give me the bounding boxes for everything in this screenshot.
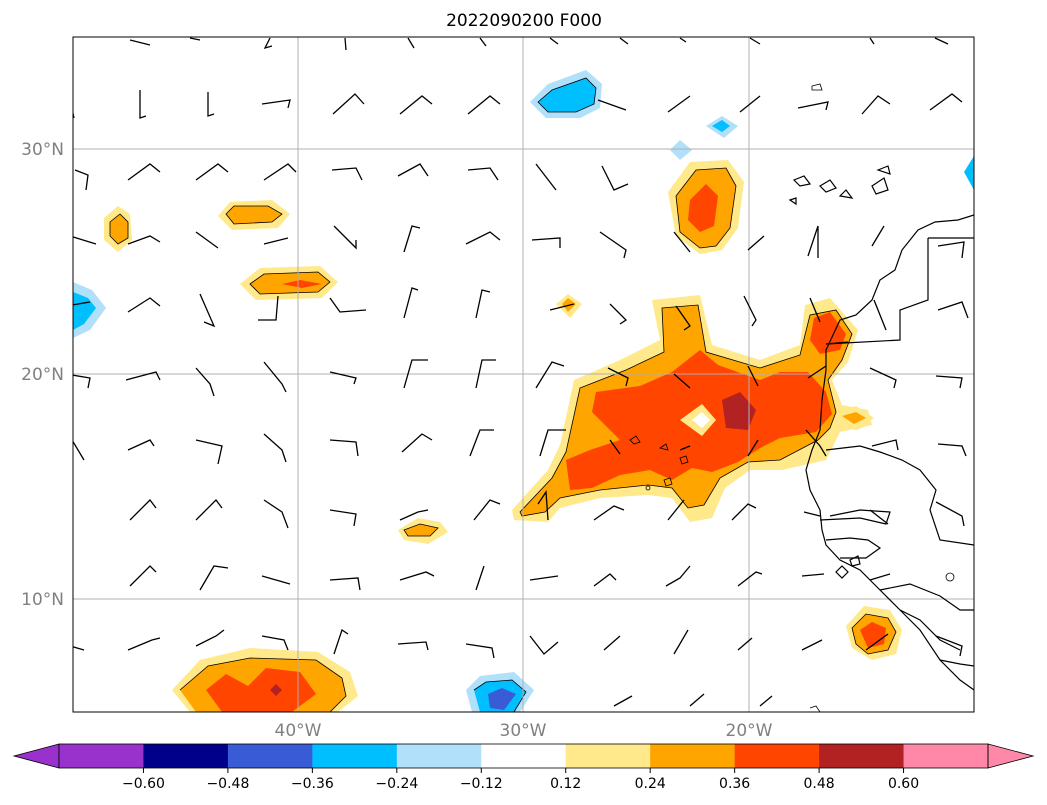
contour-lines xyxy=(109,77,955,712)
lat-label-20n: 20°N xyxy=(21,365,64,385)
colorbar-segment xyxy=(903,744,989,768)
wind-barbs xyxy=(73,37,969,707)
contour-neg-30n-23w xyxy=(670,140,692,160)
colorbar: −0.60 −0.48 −0.36 −0.24 −0.12 0.12 0.24 0.36 0.4… xyxy=(12,743,1035,792)
map-area xyxy=(73,37,974,712)
colorbar-segment xyxy=(819,744,905,768)
contour-neg-29n-10w xyxy=(964,156,974,190)
colorbar-tick-label: 0.24 xyxy=(635,776,666,792)
colorbar-segment xyxy=(396,744,482,768)
latitude-labels: 30°N 20°N 10°N xyxy=(21,140,64,610)
colorbar-segment xyxy=(650,744,736,768)
africa-coastline xyxy=(788,165,974,691)
chart-title: 2022090200 F000 xyxy=(446,11,602,31)
colorbar-segment xyxy=(143,744,229,768)
colorbar-segment xyxy=(227,744,313,768)
colorbar-tick-label: −0.12 xyxy=(460,776,503,792)
colorbar-ticks: −0.60 −0.48 −0.36 −0.24 −0.12 0.12 0.24 0.36 0.4… xyxy=(122,768,919,792)
contour-level-4 xyxy=(722,392,756,430)
colorbar-segments xyxy=(59,744,989,768)
lat-label-10n: 10°N xyxy=(21,590,64,610)
colorbar-segment xyxy=(312,744,398,768)
colorbar-under-extension xyxy=(12,743,60,769)
lon-label-40w: 40°W xyxy=(275,721,322,741)
gridlines xyxy=(73,37,974,712)
anomaly-shading xyxy=(73,70,974,712)
colorbar-tick-label: 0.60 xyxy=(888,776,919,792)
colorbar-over-extension xyxy=(987,743,1035,769)
colorbar-tick-label: −0.48 xyxy=(206,776,249,792)
colorbar-tick-label: 0.12 xyxy=(550,776,581,792)
colorbar-tick-label: 0.48 xyxy=(804,776,835,792)
lon-label-30w: 30°W xyxy=(500,721,547,741)
colorbar-segment xyxy=(565,744,651,768)
colorbar-segment xyxy=(481,744,567,768)
longitude-labels: 40°W 30°W 20°W xyxy=(275,721,773,741)
lat-label-30n: 30°N xyxy=(21,140,64,160)
colorbar-tick-label: 0.36 xyxy=(719,776,750,792)
colorbar-tick-label: −0.24 xyxy=(375,776,418,792)
colorbar-tick-label: −0.60 xyxy=(122,776,165,792)
colorbar-tick-label: −0.36 xyxy=(291,776,334,792)
map-frame xyxy=(72,36,975,713)
colorbar-segment xyxy=(734,744,820,768)
colorbar-segment xyxy=(59,744,144,768)
lon-label-20w: 20°W xyxy=(726,721,773,741)
